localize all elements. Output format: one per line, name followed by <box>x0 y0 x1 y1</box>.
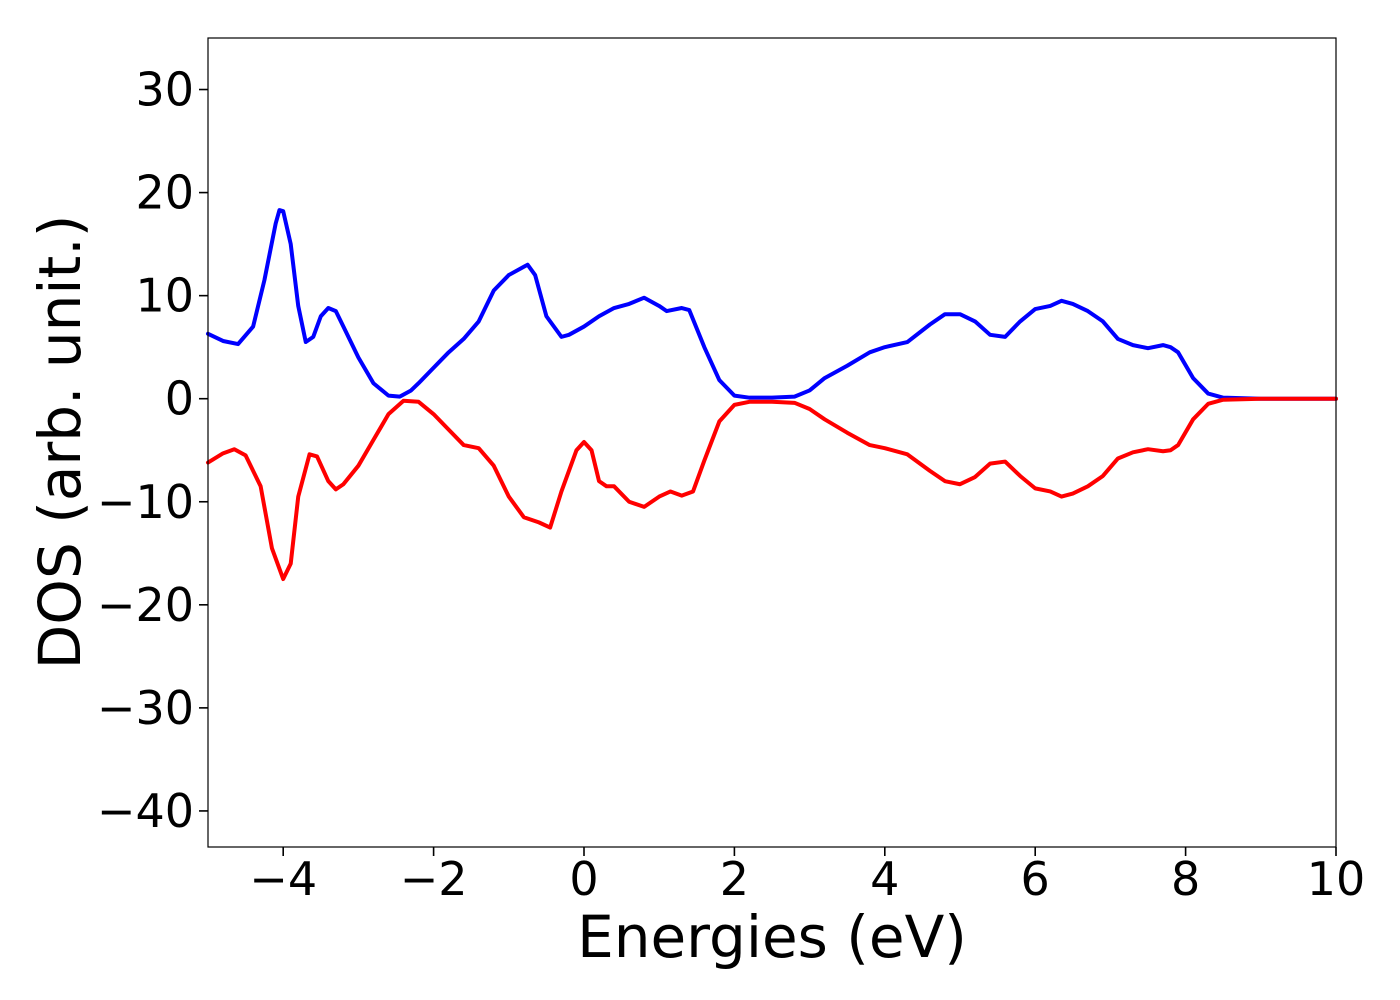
y-tick-label: −30 <box>97 681 194 735</box>
x-tick-label: 6 <box>1021 852 1050 906</box>
y-tick-label: 10 <box>135 269 194 323</box>
x-tick-label: 4 <box>870 852 899 906</box>
x-axis: −4 −2 0 2 4 6 8 10 <box>249 847 1365 906</box>
y-tick-label: 20 <box>135 166 194 220</box>
x-tick-label: 8 <box>1171 852 1200 906</box>
x-tick-label: 10 <box>1307 852 1366 906</box>
y-tick-label: −40 <box>97 784 194 838</box>
series-line-2 <box>206 396 1338 582</box>
x-tick-label: −4 <box>249 852 317 906</box>
y-tick-label: −20 <box>97 578 194 632</box>
series-layer <box>206 208 1338 582</box>
series-line-1 <box>206 208 1338 401</box>
y-tick-label: 30 <box>135 63 194 117</box>
x-tick-label: 0 <box>569 852 598 906</box>
x-tick-label: 2 <box>720 852 749 906</box>
y-axis-label: DOS (arb. unit.) <box>26 215 94 670</box>
x-axis-label: Energies (eV) <box>577 903 967 971</box>
y-tick-label: 0 <box>165 372 194 426</box>
plot-frame <box>207 37 1337 848</box>
x-tick-label: −2 <box>400 852 468 906</box>
y-tick-label: −10 <box>97 475 194 529</box>
y-axis: 30 20 10 0 −10 −20 −30 −40 <box>97 63 208 838</box>
